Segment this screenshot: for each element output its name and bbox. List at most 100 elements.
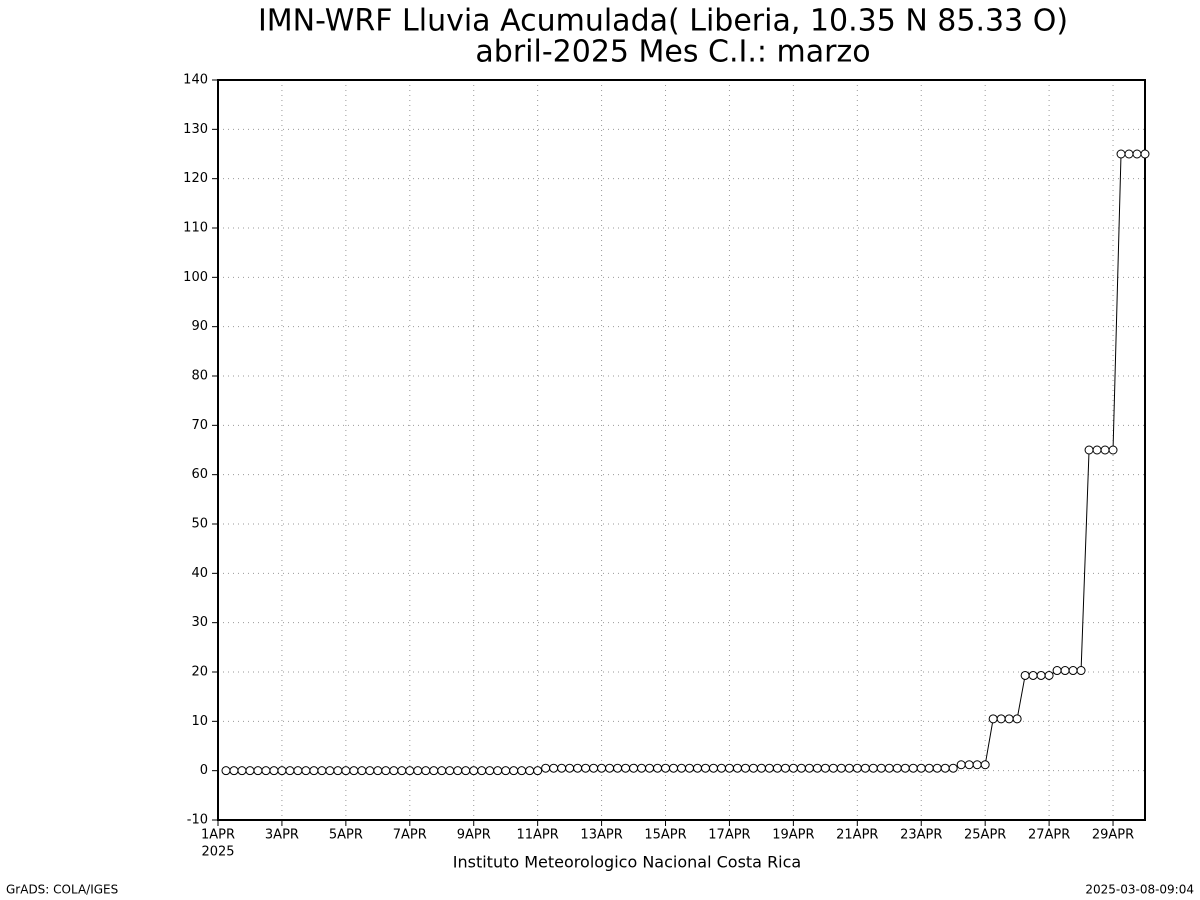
x-tick-label: 3APR <box>265 828 299 843</box>
data-point <box>836 763 846 773</box>
data-point <box>621 763 631 773</box>
data-point <box>293 766 303 776</box>
y-tick-label: 50 <box>191 517 208 532</box>
data-point <box>501 766 511 776</box>
data-point <box>373 766 383 776</box>
data-point <box>844 763 854 773</box>
data-point <box>245 766 255 776</box>
data-point <box>1020 670 1030 680</box>
timestamp: 2025-03-08-09:04 <box>1085 883 1194 897</box>
data-point <box>980 760 990 770</box>
y-tick-label: 60 <box>191 467 208 482</box>
data-point <box>389 766 399 776</box>
data-point <box>964 760 974 770</box>
data-point <box>788 763 798 773</box>
data-point <box>1044 670 1054 680</box>
data-point <box>661 763 671 773</box>
y-tick-label: 110 <box>183 221 208 236</box>
data-point <box>892 763 902 773</box>
data-point <box>812 763 822 773</box>
y-tick-label: 130 <box>183 122 208 137</box>
data-point <box>325 766 335 776</box>
x-tick-label: 29APR <box>1092 828 1134 843</box>
data-point <box>684 763 694 773</box>
x-tick-label: 17APR <box>708 828 750 843</box>
data-point <box>461 766 471 776</box>
data-point <box>333 766 343 776</box>
y-tick-label: -10 <box>187 813 208 828</box>
data-point <box>692 763 702 773</box>
data-point <box>437 766 447 776</box>
data-point <box>900 763 910 773</box>
data-point <box>804 763 814 773</box>
data-point <box>948 763 958 773</box>
footer: Instituto Meteorologico Nacional Costa R… <box>453 853 801 872</box>
data-point <box>589 763 599 773</box>
data-point <box>700 763 710 773</box>
data-point <box>229 766 239 776</box>
data-point <box>525 766 535 776</box>
data-line <box>225 153 1145 772</box>
x-tick-label: 25APR <box>964 828 1006 843</box>
data-point <box>996 714 1006 724</box>
data-point <box>309 766 319 776</box>
data-point <box>1108 445 1118 455</box>
data-point <box>1068 666 1078 676</box>
data-point <box>884 763 894 773</box>
data-point <box>493 766 503 776</box>
data-point <box>764 763 774 773</box>
data-point <box>653 763 663 773</box>
data-point <box>677 763 686 773</box>
data-point <box>1124 149 1134 159</box>
data-point <box>637 763 647 773</box>
x-tick-label: 21APR <box>836 828 878 843</box>
x-tick-label: 23APR <box>900 828 942 843</box>
data-point <box>285 766 295 776</box>
data-point <box>772 763 782 773</box>
y-tick-label: 40 <box>191 566 208 581</box>
data-point <box>820 763 830 773</box>
data-point <box>1084 445 1094 455</box>
x-tick-label: 1APR <box>201 828 235 843</box>
data-point <box>485 766 495 776</box>
data-point <box>780 763 790 773</box>
data-point <box>932 763 942 773</box>
data-point <box>956 760 966 770</box>
data-point <box>756 763 766 773</box>
data-point <box>453 766 463 776</box>
data-point <box>828 763 838 773</box>
data-point <box>645 763 655 773</box>
data-point <box>868 763 878 773</box>
chart-subtitle: abril-2025 Mes C.I.: marzo <box>475 35 870 70</box>
y-tick-label: 0 <box>200 763 208 778</box>
data-point <box>613 763 623 773</box>
data-point <box>716 763 726 773</box>
data-point <box>365 766 375 776</box>
data-point <box>1076 666 1086 676</box>
data-point <box>940 763 950 773</box>
y-tick-label: 30 <box>191 615 208 630</box>
x-tick-label: 11APR <box>516 828 558 843</box>
data-point <box>357 766 367 776</box>
data-point <box>541 763 551 773</box>
x-tick-label: 19APR <box>772 828 814 843</box>
data-point <box>1052 666 1062 676</box>
y-tick-label: 100 <box>183 270 208 285</box>
data-point <box>261 766 271 776</box>
data-point <box>421 766 431 776</box>
x-tick-label: 5APR <box>329 828 363 843</box>
data-point <box>405 766 415 776</box>
data-point <box>1012 714 1022 724</box>
data-point <box>413 766 423 776</box>
data-point <box>1132 149 1142 159</box>
data-point <box>748 763 758 773</box>
data-point <box>924 763 934 773</box>
y-tick-label: 10 <box>191 714 208 729</box>
data-point <box>445 766 455 776</box>
data-point <box>397 766 407 776</box>
data-point <box>860 763 870 773</box>
data-point <box>597 763 607 773</box>
data-point <box>1028 670 1038 680</box>
y-tick-label: 20 <box>191 665 208 680</box>
